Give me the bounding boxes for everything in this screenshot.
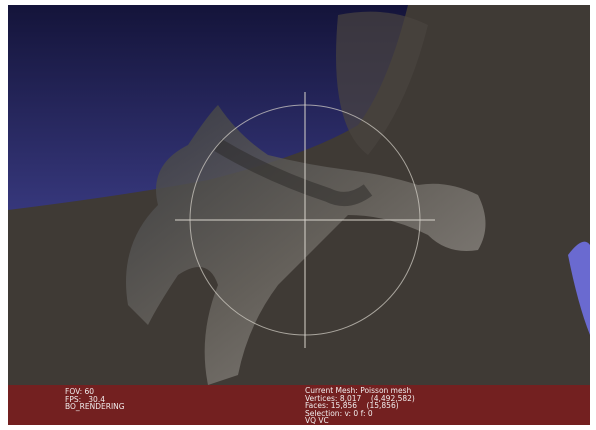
mesh-info: Current Mesh: Poisson mesh Vertices: 8,01… bbox=[305, 387, 415, 425]
surface-fold bbox=[336, 11, 428, 155]
info-line: VQ VC bbox=[305, 416, 329, 425]
info-line: Vertices: 8,017 (4,492,582) bbox=[305, 393, 415, 403]
info-line: Current Mesh: Poisson mesh bbox=[305, 386, 412, 395]
info-line: Selection: v: 0 f: 0 bbox=[305, 408, 373, 418]
info-line: BO_RENDERING bbox=[65, 402, 125, 412]
info-line: FPS: 30.4 bbox=[65, 394, 105, 404]
info-line: Faces: 15,856 (15,856) bbox=[305, 401, 399, 411]
trackball bbox=[175, 92, 435, 348]
status-bar: FOV: 60 FPS: 30.4 BO_RENDERING Current Mes… bbox=[8, 385, 590, 425]
info-line: FOV: 60 bbox=[65, 387, 95, 396]
mesh bbox=[126, 105, 486, 385]
3d-viewport[interactable]: FOV: 60 FPS: 30.4 BO_RENDERING Current Mes… bbox=[8, 5, 590, 425]
mesh-shadow bbox=[214, 138, 373, 206]
scene bbox=[8, 5, 590, 425]
render-info: FOV: 60 FPS: 30.4 BO_RENDERING bbox=[65, 388, 125, 411]
surface-edge bbox=[568, 241, 590, 335]
